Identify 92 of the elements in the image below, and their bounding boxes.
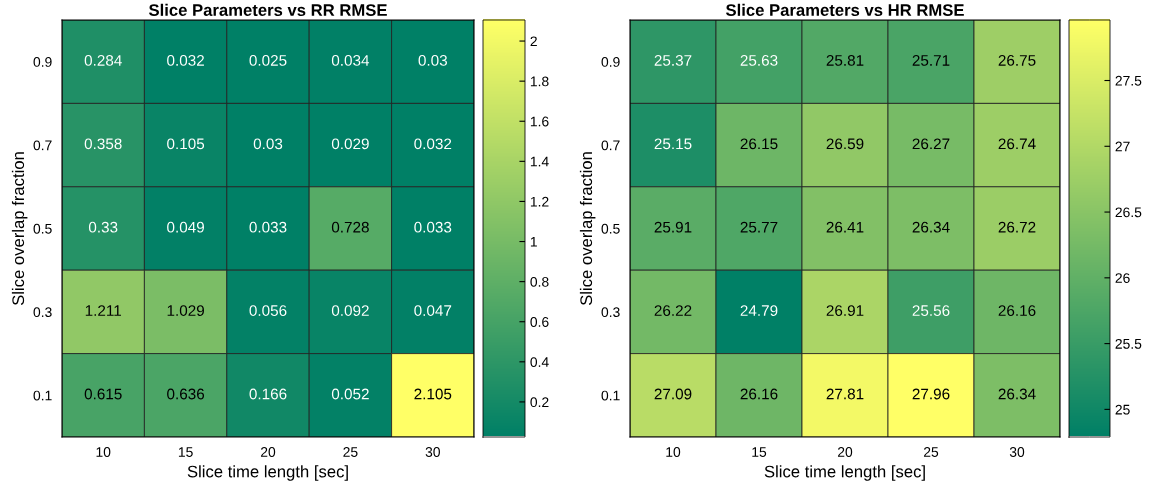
y-tick-label: 0.1 [601, 390, 620, 401]
chart-title: Slice Parameters vs HR RMSE [725, 3, 964, 16]
data-label: 26.22 [654, 305, 692, 316]
data-label: 0.033 [249, 221, 287, 233]
data-label: 26.91 [826, 305, 864, 316]
data-label: 0.33 [88, 221, 118, 233]
data-label: 25.15 [654, 138, 692, 150]
color-bar-label: 26 [1115, 273, 1130, 283]
data-label: 25.37 [654, 54, 692, 66]
data-label: 25.71 [912, 54, 950, 66]
color-bar-label: 25.5 [1115, 338, 1142, 349]
data-label: 0.358 [84, 138, 122, 150]
color-bar-label: 27 [1115, 141, 1130, 152]
y-axis-title: Slice overlap fraction [11, 152, 28, 306]
color-bar-label: 27.5 [1115, 75, 1142, 86]
data-label: 0.03 [253, 138, 283, 150]
data-label: 26.74 [998, 138, 1036, 150]
data-label: 0.03 [418, 54, 447, 66]
data-label: 27.09 [654, 388, 692, 400]
data-label: 0.284 [84, 54, 122, 66]
y-tick-label: 0.9 [601, 57, 620, 67]
color-bar-label: 1.6 [530, 116, 549, 127]
x-tick-label: 25 [923, 447, 939, 457]
data-label: 27.96 [912, 388, 950, 400]
data-label: 26.16 [998, 305, 1036, 316]
data-label: 0.032 [414, 138, 452, 150]
data-label: 0.033 [414, 221, 452, 233]
data-label: 26.34 [998, 388, 1036, 400]
color-bar-label: 26.5 [1115, 207, 1142, 218]
color-bar-label: 1.2 [530, 196, 549, 207]
y-tick-label: 0.5 [33, 223, 52, 234]
x-tick-label: 20 [837, 447, 853, 457]
color-bar-label: 1.4 [530, 156, 549, 167]
y-tick-label: 0.3 [33, 307, 52, 318]
data-label: 0.052 [331, 388, 369, 400]
data-label: 0.166 [249, 388, 287, 400]
data-label: 1.029 [167, 305, 204, 316]
data-label: 0.636 [167, 388, 205, 400]
y-tick-label: 0.7 [33, 140, 52, 151]
data-label: 0.615 [84, 388, 122, 400]
color-bar-label: 25 [1115, 404, 1130, 415]
y-tick-label: 0.7 [601, 140, 620, 151]
color-bar-label: 0.6 [530, 317, 549, 327]
data-label: 0.105 [167, 138, 205, 150]
data-label: 0.092 [331, 305, 369, 316]
data-label: 0.034 [331, 54, 370, 66]
data-label: 0.728 [331, 221, 369, 233]
x-tick-label: 15 [178, 447, 193, 457]
color-bar-label: 1.8 [530, 76, 549, 87]
data-label: 0.032 [167, 54, 204, 66]
y-axis-title: Slice overlap fraction [579, 152, 596, 306]
x-tick-label: 20 [260, 447, 276, 457]
data-label: 26.41 [826, 221, 864, 233]
color-bar-label: 2 [530, 36, 537, 47]
x-tick-label: 10 [96, 447, 111, 457]
data-label: 24.79 [740, 305, 778, 316]
data-label: 27.81 [826, 388, 864, 400]
data-label: 0.049 [167, 221, 204, 233]
data-label: 0.056 [249, 305, 287, 316]
data-label: 26.15 [740, 138, 778, 150]
data-label: 25.77 [740, 221, 778, 233]
data-label: 25.91 [654, 221, 692, 233]
color-bar-label: 0.8 [530, 276, 549, 287]
color-bar-label: 0.2 [530, 397, 549, 408]
data-label: 26.34 [912, 221, 950, 233]
y-tick-label: 0.9 [33, 57, 52, 67]
data-label: 25.63 [740, 54, 778, 66]
x-tick-label: 10 [666, 447, 681, 457]
color-bar-label: 0.4 [530, 357, 549, 367]
y-tick-label: 0.5 [601, 223, 620, 234]
x-tick-label: 25 [343, 447, 358, 457]
color-bar-label: 1 [530, 237, 537, 247]
x-tick-label: 15 [752, 447, 767, 457]
data-label: 26.75 [998, 54, 1036, 66]
data-label: 26.72 [998, 221, 1036, 233]
x-axis-title: Slice time length [sec] [764, 465, 925, 481]
data-label: 2.105 [414, 388, 452, 400]
data-label: 0.047 [414, 305, 452, 316]
data-label: 26.27 [912, 138, 950, 150]
y-tick-label: 0.1 [33, 390, 52, 401]
x-tick-label: 30 [1009, 447, 1025, 457]
data-label: 0.029 [331, 138, 369, 150]
data-label: 1.211 [85, 305, 122, 316]
data-label: 25.56 [912, 305, 950, 316]
y-tick-label: 0.3 [601, 307, 620, 318]
data-label: 26.59 [826, 138, 864, 150]
x-axis-title: Slice time length [sec] [187, 465, 348, 481]
data-label: 0.025 [249, 54, 287, 66]
data-label: 25.81 [826, 54, 864, 66]
x-tick-label: 30 [425, 447, 440, 457]
chart-title: Slice Parameters vs RR RMSE [148, 3, 387, 16]
data-label: 26.16 [740, 388, 778, 400]
